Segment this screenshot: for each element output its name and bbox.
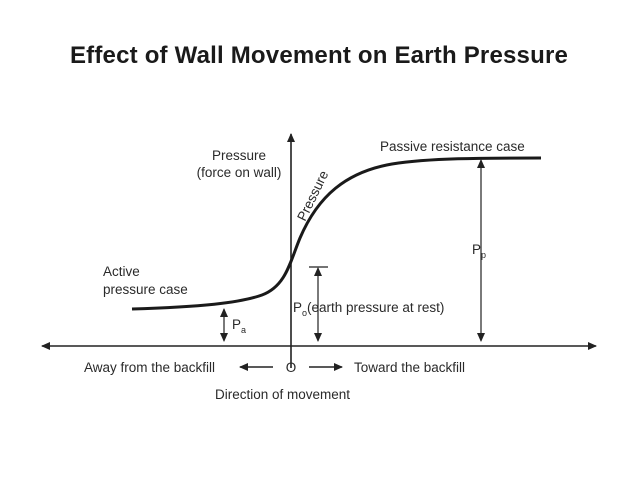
pressure-curve xyxy=(131,156,542,311)
away-label: Away from the backfill xyxy=(84,360,215,375)
pp-sub: p xyxy=(481,250,486,260)
po-main: P xyxy=(293,300,302,315)
po-label: Po(earth pressure at rest) xyxy=(293,300,444,318)
y-axis-label-line1: Pressure xyxy=(212,148,266,163)
pa-sub: a xyxy=(241,325,246,335)
pa-label: Pa xyxy=(232,317,246,335)
pa-main: P xyxy=(232,317,241,332)
pp-main: P xyxy=(472,242,481,257)
direction-label: Direction of movement xyxy=(215,387,350,402)
origin-label: O xyxy=(286,360,297,375)
passive-label: Passive resistance case xyxy=(380,139,525,154)
po-rest: (earth pressure at rest) xyxy=(307,300,444,315)
active-label-line1: Active xyxy=(103,264,140,279)
y-axis-label-line2: (force on wall) xyxy=(197,165,282,180)
toward-label: Toward the backfill xyxy=(354,360,465,375)
active-label-line2: pressure case xyxy=(103,282,188,297)
slide-title: Effect of Wall Movement on Earth Pressur… xyxy=(69,42,569,69)
pp-label: Pp xyxy=(472,242,486,260)
po-sub: o xyxy=(302,308,307,318)
